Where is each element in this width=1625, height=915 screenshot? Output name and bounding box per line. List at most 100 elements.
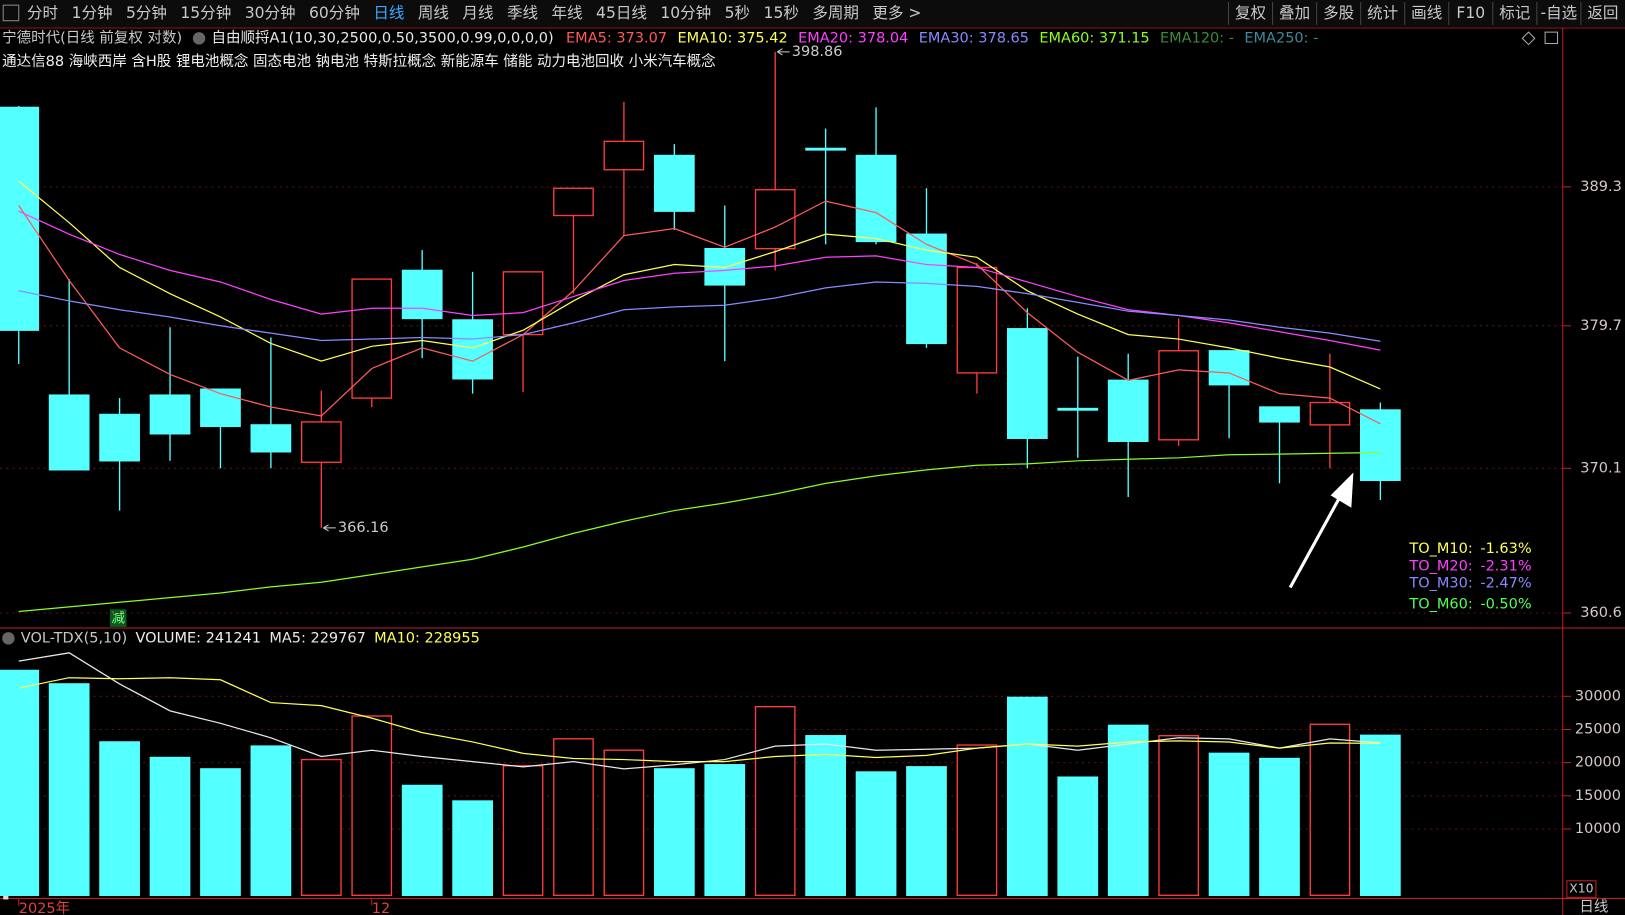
toolbar-button[interactable]: 叠加 (1279, 4, 1310, 22)
toolbar-button[interactable]: 统计 (1367, 4, 1398, 22)
volume-bar (99, 741, 140, 896)
menu-icon[interactable] (2, 4, 20, 22)
volume-bar (653, 768, 695, 896)
toolbar-button[interactable]: 画线 (1411, 4, 1442, 22)
volume-bar (1359, 734, 1401, 896)
legend-entry: MA10: 228955 (374, 630, 480, 646)
volume-title: VOL-TDX(5,10) (21, 630, 127, 646)
legend-entry: EMA20: 378.04 (798, 30, 908, 46)
toolbar-button[interactable]: 复权 (1235, 4, 1267, 22)
candle-body (653, 154, 695, 212)
toolbar-item[interactable]: 15分钟 (180, 4, 231, 22)
toolbar-item[interactable]: 日线 (373, 4, 404, 22)
y-tick-label: 370.1 (1580, 460, 1622, 476)
volume-bar (1309, 723, 1351, 896)
candle-body (0, 106, 40, 331)
volume-bar (1158, 735, 1200, 896)
candle-body (99, 413, 140, 462)
toolbar-item[interactable]: 多周期 (812, 4, 859, 22)
y-tick-label: 15000 (1575, 788, 1621, 804)
candle-body (1309, 401, 1351, 426)
candle-body (48, 394, 90, 471)
volume-bar (1208, 752, 1250, 896)
volume-bar (0, 669, 40, 896)
volume-bar (1057, 776, 1099, 896)
toolbar-item[interactable]: 月线 (462, 4, 493, 22)
concepts: 通达信88 海峡西岸 含H股 锂电池概念 固态电池 钠电池 特斯拉概念 新能源车… (2, 52, 715, 70)
toolbar-button[interactable]: F10 (1456, 4, 1485, 22)
legend-entry: EMA30: 378.65 (919, 30, 1029, 46)
x-tick-label: 2025年 (19, 900, 70, 915)
ema-line (18, 200, 1381, 425)
volume-bar (906, 766, 947, 896)
volume-bar (149, 756, 191, 896)
volume-bar (1107, 724, 1149, 896)
toolbar-button[interactable]: 返回 (1587, 4, 1618, 22)
stat-value: -1.63% (1480, 541, 1531, 557)
toolbar-button[interactable]: 多股 (1323, 4, 1354, 22)
candle-body (603, 140, 645, 171)
candle-body (300, 421, 342, 463)
stat-value: -2.47% (1480, 575, 1531, 591)
y-tick-label: 389.3 (1580, 179, 1622, 195)
volume-bar (956, 744, 998, 896)
unit-box (1566, 880, 1597, 898)
toolbar-item[interactable]: 60分钟 (309, 4, 360, 22)
volume-bar (401, 784, 443, 896)
candle-body (1107, 379, 1149, 442)
volume-bar (603, 749, 645, 896)
volume-bar (250, 745, 292, 896)
annotation-arrow (323, 524, 336, 532)
toolbar-button[interactable]: -自选 (1541, 4, 1578, 22)
toolbar-item[interactable]: 5分钟 (126, 4, 167, 22)
stock-title: 宁德时代(日线 前复权 对数) (2, 28, 182, 46)
toolbar-item[interactable]: 30分钟 (245, 4, 296, 22)
toolbar-item[interactable]: 更多 > (872, 4, 921, 22)
toolbar-item[interactable]: 年线 (552, 4, 583, 22)
y-tick-label: 379.7 (1580, 318, 1622, 334)
y-tick-label: 30000 (1575, 688, 1621, 704)
toolbar-item[interactable]: 5秒 (725, 4, 750, 22)
y-tick-label: 25000 (1575, 721, 1621, 737)
toolbar-button[interactable]: 标记 (1499, 4, 1530, 22)
period-label: 日线 (1579, 899, 1608, 915)
dropdown-icon[interactable] (192, 32, 206, 45)
legend-entry: EMA5: 373.07 (566, 30, 667, 46)
toolbar-item[interactable]: 10分钟 (660, 4, 711, 22)
volume-bar (704, 764, 746, 896)
candle-body (1359, 409, 1401, 482)
candle-body (754, 189, 796, 250)
annotation-label: 366.16 (338, 520, 389, 536)
legend-entry: EMA60: 371.15 (1039, 30, 1149, 46)
legend-entry: EMA250: - (1244, 30, 1318, 46)
volume-bar (553, 738, 594, 896)
toolbar-item[interactable]: 周线 (418, 4, 449, 22)
toolbar-bg (0, 0, 1625, 27)
legend-entry: EMA10: 375.42 (677, 30, 787, 46)
toolbar-item[interactable]: 分时 (27, 4, 58, 22)
candle-body (553, 187, 594, 217)
candle-body (401, 269, 443, 320)
y-tick-label: 360.6 (1580, 605, 1622, 621)
y-tick-label: 20000 (1575, 755, 1621, 771)
indicator-title: 自由顺捋A1(10,30,2500,0.50,3500,0.99,0,0,0,0… (211, 29, 553, 46)
stat-value: -0.50% (1480, 597, 1531, 613)
dropdown-icon[interactable] (2, 632, 15, 645)
toolbar-item[interactable]: 季线 (507, 4, 538, 22)
arrow (1288, 490, 1345, 589)
toolbar-item[interactable]: 45日线 (596, 4, 647, 22)
candle-body (1259, 406, 1300, 423)
diamond-icon[interactable] (1521, 31, 1536, 46)
toolbar-item[interactable]: 1分钟 (72, 4, 113, 22)
ema-line (18, 451, 1381, 613)
volume-bar (1259, 757, 1300, 896)
candle-body (1158, 350, 1200, 441)
panel-icon[interactable] (1544, 31, 1559, 45)
legend-entry: MA5: 229767 (269, 630, 366, 646)
candle-body (502, 271, 544, 336)
volume-bar (351, 715, 393, 896)
ma-line (18, 677, 1381, 763)
volume-bar (452, 800, 493, 896)
toolbar-item[interactable]: 15秒 (764, 4, 799, 22)
